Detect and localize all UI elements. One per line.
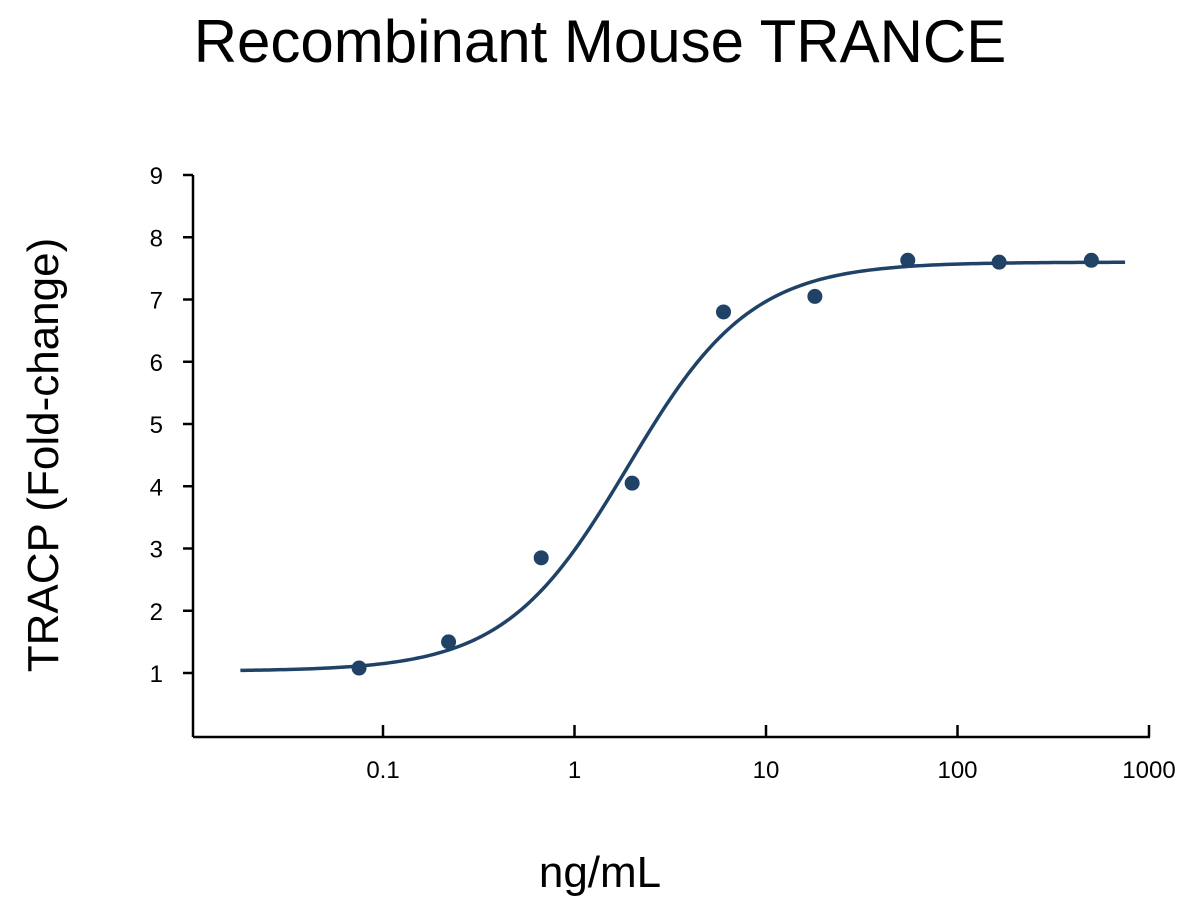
x-tick-label-1000: 1000 — [1122, 757, 1175, 784]
x-tick-label-100: 100 — [937, 757, 977, 784]
tick-marks — [183, 173, 1151, 737]
x-tick-label-0.1: 0.1 — [366, 757, 399, 784]
y-tick-label-9: 9 — [150, 163, 163, 190]
data-point-7 — [900, 252, 916, 268]
y-axis-title: TRACP (Fold-change) — [19, 238, 68, 672]
y-tick-label-4: 4 — [150, 474, 163, 501]
data-point-8 — [991, 254, 1007, 270]
x-tick-label-1: 1 — [568, 757, 581, 784]
data-point-3 — [533, 550, 549, 566]
data-points — [351, 252, 1099, 676]
data-point-4 — [624, 475, 640, 491]
y-tick-label-6: 6 — [150, 350, 163, 377]
data-point-2 — [441, 634, 457, 650]
x-tick-label-10: 10 — [753, 757, 780, 784]
y-tick-label-1: 1 — [150, 661, 163, 688]
fit-curve-line — [240, 260, 1126, 673]
y-tick-label-7: 7 — [150, 288, 163, 315]
y-tick-label-3: 3 — [150, 537, 163, 564]
y-tick-label-8: 8 — [150, 225, 163, 252]
data-point-9 — [1083, 252, 1099, 268]
data-point-6 — [807, 288, 823, 304]
chart-title: Recombinant Mouse TRANCE — [194, 8, 1007, 75]
data-point-5 — [716, 304, 732, 320]
y-tick-label-5: 5 — [150, 412, 163, 439]
axes — [191, 175, 1150, 739]
x-axis-title: ng/mL — [539, 848, 661, 897]
y-tick-label-2: 2 — [150, 599, 163, 626]
tick-labels: 1 2 3 4 5 6 7 8 9 0.1 1 10 100 1000 — [150, 163, 1176, 784]
data-point-1 — [351, 660, 367, 676]
